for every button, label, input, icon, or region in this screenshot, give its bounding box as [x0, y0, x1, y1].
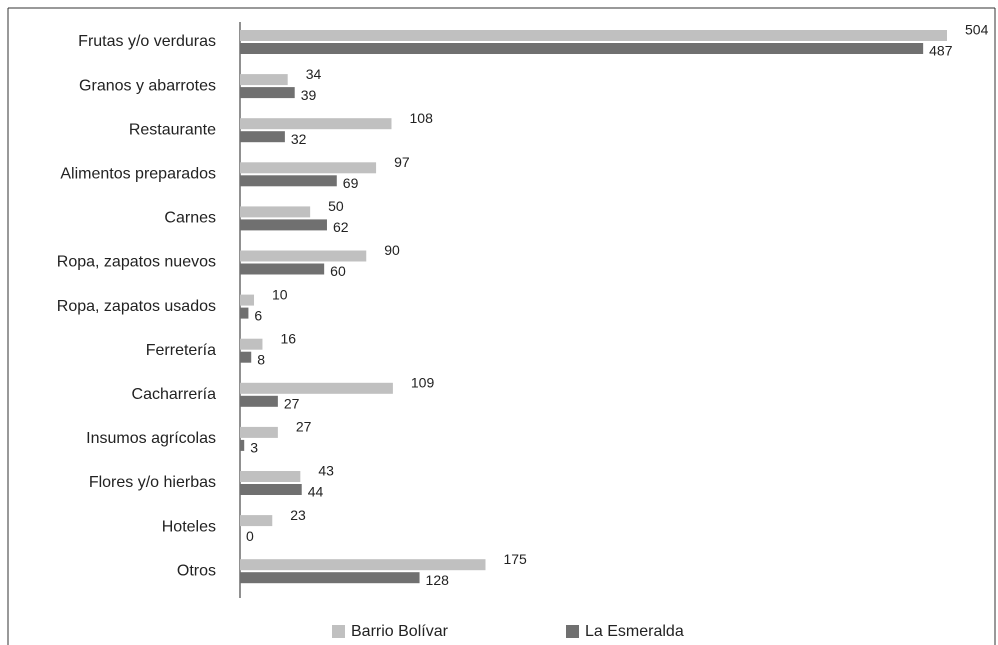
value-label: 60: [330, 263, 346, 279]
bar: [240, 43, 924, 54]
value-label: 69: [343, 175, 359, 191]
value-label: 175: [503, 551, 527, 567]
value-label: 97: [394, 154, 410, 170]
bar: [240, 175, 337, 187]
y-tick-label: Hoteles: [162, 518, 216, 535]
value-label: 32: [291, 131, 307, 147]
bar: [240, 382, 393, 394]
bar: [240, 351, 252, 363]
value-label: 8: [257, 351, 265, 367]
value-label: 27: [296, 419, 312, 435]
bar: [240, 395, 278, 407]
bar: [240, 206, 311, 218]
value-label: 43: [318, 463, 334, 479]
y-tick-label: Ropa, zapatos nuevos: [57, 254, 216, 271]
value-label: 3: [250, 440, 258, 456]
bar: [240, 426, 278, 438]
value-label: 6: [254, 307, 262, 323]
value-label: 27: [284, 396, 300, 412]
value-label: 90: [384, 242, 400, 258]
legend-swatch: [566, 625, 579, 638]
y-tick-label: Granos y abarrotes: [79, 77, 216, 94]
bar: [240, 294, 255, 306]
bar: [240, 219, 327, 231]
y-tick-label: Frutas y/o verduras: [78, 33, 216, 50]
bar: [240, 118, 392, 130]
bar: [240, 30, 947, 41]
value-label: 16: [280, 330, 296, 346]
y-tick-label: Carnes: [164, 210, 216, 227]
y-tick-label: Insumos agrícolas: [86, 430, 216, 447]
y-tick-label: Alimentos preparados: [60, 166, 216, 183]
value-label: 487: [929, 43, 953, 59]
value-label: 128: [426, 572, 450, 588]
y-tick-label: Flores y/o hierbas: [89, 474, 216, 491]
value-label: 10: [272, 286, 288, 302]
bar: [240, 250, 367, 262]
bar: [240, 471, 301, 482]
value-label: 23: [290, 507, 306, 523]
value-label: 39: [301, 87, 317, 103]
bar: [240, 74, 288, 86]
value-label: 50: [328, 198, 344, 214]
legend-label: La Esmeralda: [585, 623, 684, 640]
bar: [240, 263, 325, 275]
value-label: 62: [333, 219, 349, 235]
bar: [240, 559, 486, 571]
bar: [240, 439, 245, 451]
bar: [240, 131, 285, 143]
bar: [240, 338, 263, 350]
y-tick-label: Ropa, zapatos usados: [57, 298, 216, 315]
bar: [240, 87, 295, 99]
bar: [240, 515, 273, 527]
value-label: 109: [411, 375, 435, 391]
value-label: 0: [246, 528, 254, 544]
bar: [240, 572, 420, 584]
value-label: 108: [410, 110, 434, 126]
bar: [240, 307, 249, 319]
y-tick-label: Restaurante: [129, 121, 216, 138]
value-label: 34: [306, 66, 322, 82]
y-tick-label: Otros: [177, 562, 216, 579]
y-tick-label: Ferretería: [146, 342, 216, 359]
bar: [240, 484, 302, 495]
bar: [240, 162, 377, 174]
legend-swatch: [332, 625, 345, 638]
y-tick-label: Cacharrería: [132, 386, 217, 403]
legend-label: Barrio Bolívar: [351, 623, 449, 640]
value-label: 44: [308, 484, 324, 500]
value-label: 504: [965, 22, 989, 38]
